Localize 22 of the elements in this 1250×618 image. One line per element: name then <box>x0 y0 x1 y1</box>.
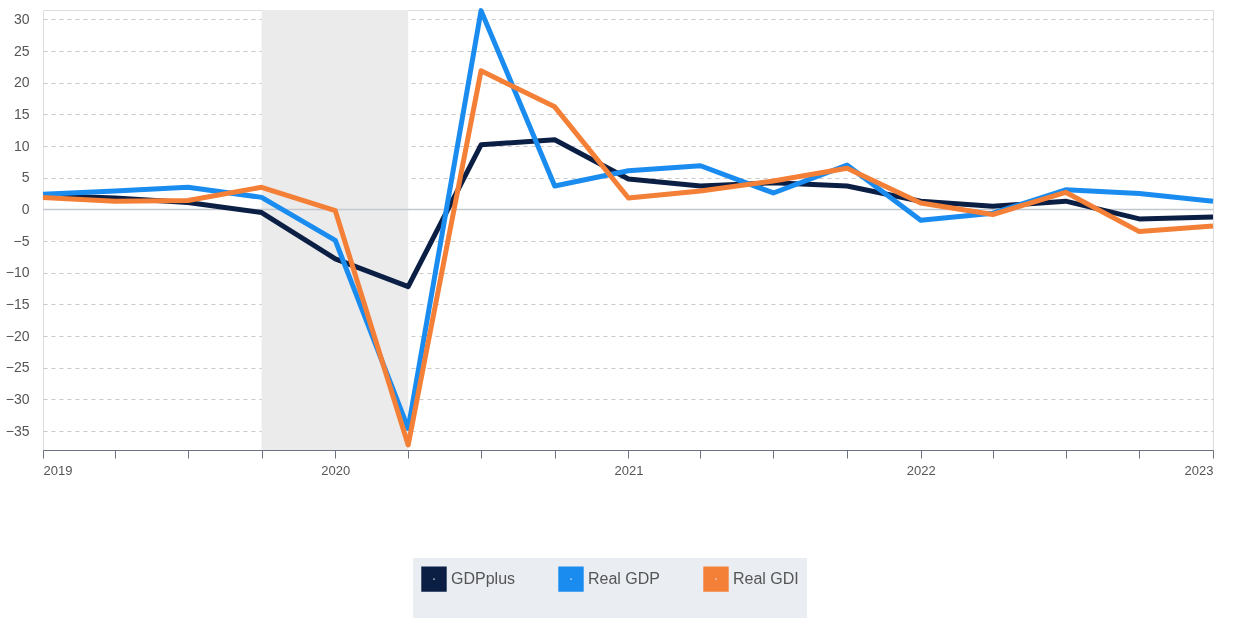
y-tick-label: −20 <box>5 327 30 344</box>
y-tick-label: −5 <box>13 232 30 249</box>
legend-label: Real GDP <box>588 570 661 588</box>
y-tick-label: 0 <box>21 200 30 217</box>
y-tick-label: 5 <box>21 169 30 186</box>
y-tick-label: 25 <box>13 42 30 59</box>
x-tick-label: 2021 <box>614 462 644 478</box>
x-tick-label: 2022 <box>906 462 936 478</box>
legend-label: Real GDI <box>733 570 799 588</box>
y-tick-label: 10 <box>13 137 30 154</box>
x-tick-label: 2023 <box>1184 462 1214 478</box>
x-tick-label: 2019 <box>43 462 73 478</box>
y-tick-label: 30 <box>13 11 30 27</box>
y-tick-label: 15 <box>13 105 30 122</box>
y-tick-label: 20 <box>13 74 30 91</box>
y-tick-label: −30 <box>5 390 30 407</box>
x-tick-label: 2020 <box>321 462 351 478</box>
y-tick-label: −15 <box>5 295 30 312</box>
y-tick-label: −10 <box>5 264 30 281</box>
y-tick-label: −25 <box>5 359 30 376</box>
legend-label: GDPplus <box>451 570 516 588</box>
y-tick-label: −35 <box>5 422 30 439</box>
